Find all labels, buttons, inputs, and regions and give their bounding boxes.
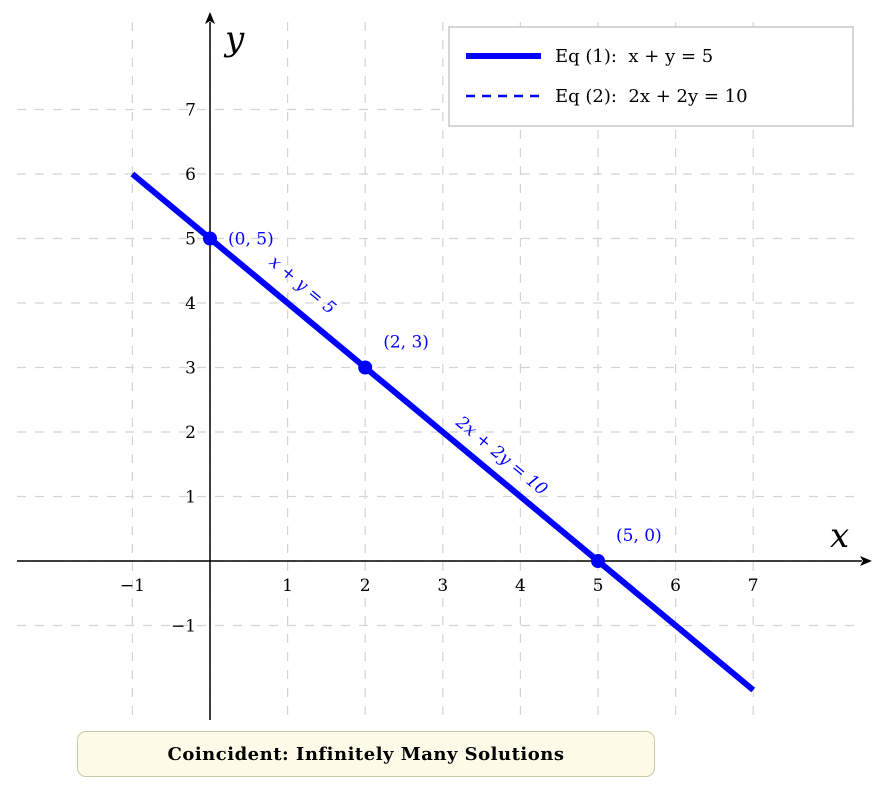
points: (0, 5) (2, 3) (5, 0) (203, 230, 662, 568)
y-tick-label: 2 (185, 423, 196, 443)
y-tick-label: 3 (185, 359, 196, 379)
y-axis-arrow (205, 12, 215, 24)
y-tick-label: 7 (185, 101, 196, 121)
x-tick-label: 1 (282, 576, 293, 596)
y-tick-label: 6 (185, 165, 196, 185)
y-axis-label: y (223, 19, 245, 59)
series-line-eq2 (131, 173, 754, 691)
x-tick-label: 7 (748, 576, 759, 596)
axes: x y (17, 12, 872, 720)
y-tick-label: −1 (171, 617, 196, 637)
series (130, 171, 756, 693)
y-tick-label: 5 (185, 230, 196, 250)
x-tick-label: −1 (120, 576, 145, 596)
tick-labels: −1 1 2 3 4 5 6 7 −1 1 2 3 4 5 6 7 (120, 101, 759, 637)
legend-entry-eq1: Eq (1): x + y = 5 (555, 46, 713, 67)
data-point-label: (5, 0) (616, 526, 662, 546)
data-point (358, 360, 373, 375)
line-label: 2x + 2y = 10 (451, 412, 551, 500)
y-tick-label: 1 (185, 488, 196, 508)
x-tick-label: 2 (360, 576, 371, 596)
x-axis-arrow (860, 556, 872, 566)
x-tick-label: 6 (670, 576, 681, 596)
line-labels: x + y = 5 2x + 2y = 10 (265, 252, 551, 500)
legend-box (448, 26, 854, 127)
legend-entry-eq2: Eq (2): 2x + 2y = 10 (555, 86, 748, 107)
data-point (203, 231, 217, 246)
x-tick-label: 3 (437, 576, 448, 596)
caption-badge: Coincident: Infinitely Many Solutions (77, 731, 655, 777)
legend: Eq (1): x + y = 5 Eq (2): 2x + 2y = 10 (448, 26, 854, 127)
data-point-label: (2, 3) (383, 333, 429, 353)
y-tick-label: 4 (185, 294, 196, 314)
line-label: x + y = 5 (265, 252, 339, 319)
x-axis-label: x (830, 516, 849, 556)
data-point (591, 554, 605, 568)
x-tick-label: 4 (515, 576, 526, 596)
x-tick-label: 5 (593, 576, 604, 596)
data-point-label: (0, 5) (228, 230, 274, 250)
